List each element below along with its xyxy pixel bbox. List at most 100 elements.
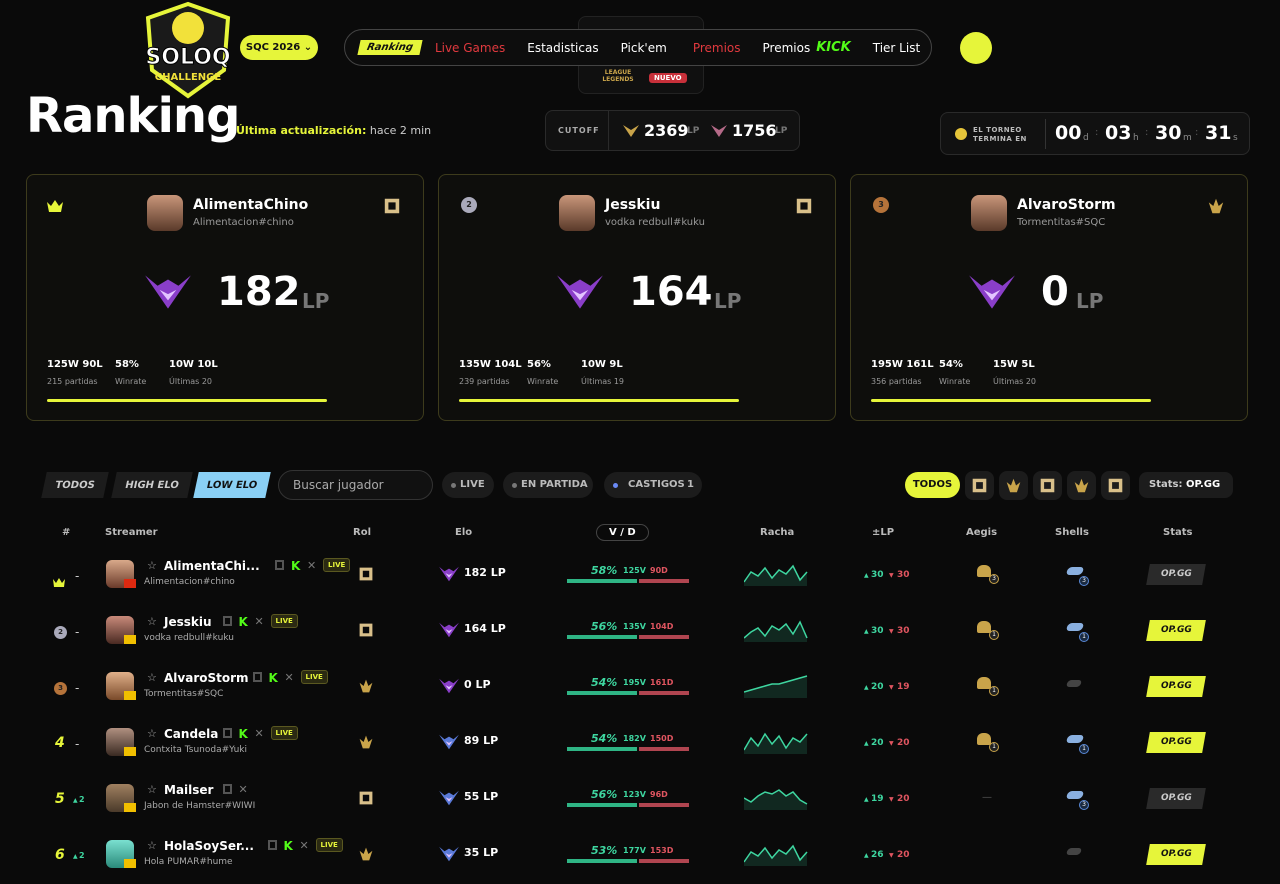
role-icon	[358, 678, 374, 694]
season-select[interactable]: SQC 2026 ⌄	[240, 35, 318, 60]
streak-sparkline	[743, 842, 808, 866]
role-filter[interactable]	[1067, 471, 1096, 500]
nav-item[interactable]: Estadisticas	[527, 40, 599, 55]
up-arrow: ▲	[864, 852, 869, 859]
down-arrow: ▼	[889, 684, 894, 691]
filter-tab[interactable]: LOW ELO	[193, 472, 271, 498]
favorite-star[interactable]: ☆	[147, 671, 157, 684]
win-bar	[567, 859, 637, 863]
favorite-star[interactable]: ☆	[147, 727, 157, 740]
twitch-icon	[252, 672, 262, 682]
opgg-button[interactable]: OP.GG	[1146, 564, 1206, 585]
filter-tab[interactable]: TODOS	[41, 472, 109, 498]
role-all[interactable]: TODOS	[905, 472, 960, 498]
lp-loss: 20	[897, 850, 910, 860]
filter-chip[interactable]: CASTIGOS 1	[604, 472, 702, 498]
role-icon	[358, 566, 374, 582]
player-name: AlvaroStorm	[1017, 197, 1116, 213]
favorite-star[interactable]: ☆	[147, 783, 157, 796]
stat-value: 15W 5L	[993, 359, 1035, 370]
table-row: 2- ☆ Jesskiu vodka redbull#kuku K ✕ LIVE 164 LP…	[0, 604, 1280, 660]
winrate: 54%	[591, 676, 618, 689]
elo: 0 LP	[464, 678, 491, 691]
down-arrow: ▼	[889, 796, 894, 803]
stat-value: 10W 9L	[581, 359, 623, 370]
nav-item[interactable]: Pick'em	[620, 40, 667, 55]
streamer-name: AlimentaChi...	[164, 559, 260, 573]
favorite-star[interactable]: ☆	[147, 615, 157, 628]
player-name: AlimentaChino	[193, 197, 309, 213]
flag	[124, 635, 136, 644]
favorite-star[interactable]: ☆	[147, 559, 157, 572]
opgg-button[interactable]: OP.GG	[1146, 788, 1206, 809]
nav-item[interactable]: Live Games	[434, 40, 506, 55]
nav-item[interactable]: Tier List	[872, 40, 921, 55]
update-label: Última actualización:	[236, 124, 367, 137]
up-arrow: ▲	[864, 796, 869, 803]
stat-value: 58%	[115, 359, 139, 370]
stat-value: 125W 90L	[47, 359, 103, 370]
streamer-name: Mailser	[164, 783, 214, 797]
table-row: 6 ▲ 2 ☆ HolaSoySer... Hola PUMAR#hume K ✕ LIVE 35…	[0, 828, 1280, 884]
lp-gain: 26	[871, 850, 884, 860]
lp-loss: 30	[897, 570, 910, 580]
lp-value: 0	[1041, 269, 1069, 315]
player-name: Jesskiu	[605, 197, 661, 213]
x-icon: ✕	[254, 727, 264, 740]
shells-count: 3	[1079, 576, 1089, 586]
nav-item[interactable]: Premios	[692, 40, 741, 55]
player-card: 2 Jesskiu vodka redbull#kuku 164 LP 135W 104L…	[438, 174, 836, 421]
up-arrow: ▲	[864, 628, 869, 635]
filter-chip[interactable]: LIVE	[442, 472, 494, 498]
player-tag: vodka redbull#kuku	[605, 217, 705, 228]
down-arrow: ▼	[889, 628, 894, 635]
stats-select[interactable]: Stats: OP.GG	[1139, 472, 1233, 498]
lp-gain: 30	[871, 570, 884, 580]
lp-value: 182	[217, 269, 301, 315]
medal: 2	[461, 197, 477, 213]
logo: SOLOQ CHALLENGE	[145, 1, 231, 99]
losses: 150D	[650, 734, 674, 743]
nav-item[interactable]: Ranking	[357, 40, 423, 55]
opgg-button[interactable]: OP.GG	[1146, 620, 1206, 641]
stat-label: 215 partidas	[47, 377, 98, 386]
aegis-icon	[977, 677, 991, 689]
rank-change: 2	[79, 795, 85, 804]
nav-item[interactable]: Premios	[762, 40, 811, 55]
role-filter[interactable]	[999, 471, 1028, 500]
role-filter[interactable]	[965, 471, 994, 500]
search-input[interactable]: Buscar jugador	[278, 470, 433, 500]
filter-chip[interactable]: EN PARTIDA	[503, 472, 593, 498]
wins: 177V	[623, 846, 646, 855]
stat-value: 10W 10L	[169, 359, 218, 370]
chip-dot	[512, 483, 517, 488]
page-title: Ranking	[26, 88, 240, 144]
medal: 3	[873, 197, 889, 213]
crown	[53, 572, 65, 587]
favorite-star[interactable]: ☆	[147, 839, 157, 852]
role-filter[interactable]	[1033, 471, 1062, 500]
lp-gain: 20	[871, 682, 884, 692]
opgg-button[interactable]: OP.GG	[1146, 732, 1206, 753]
logo-bottom: CHALLENGE	[155, 72, 222, 83]
role-icon	[1207, 197, 1225, 215]
rank: 6	[55, 847, 65, 863]
win-bar	[567, 579, 637, 583]
loss-bar	[639, 747, 689, 751]
shells-count: 1	[1079, 632, 1089, 642]
dropdown-label: LEAGUE LEGENDS	[602, 69, 634, 83]
opgg-button[interactable]: OP.GG	[1146, 676, 1206, 697]
streak-sparkline	[743, 730, 808, 754]
aegis-icon	[977, 565, 991, 577]
avatar	[559, 195, 595, 231]
timer: EL TORNEO TERMINA EN 00 d:03 h:30 m:31 s	[940, 112, 1250, 155]
nav: Ranking Live Games Estadisticas Pick'em Prem…	[344, 29, 932, 66]
losses: 153D	[650, 846, 674, 855]
streamer-name: Candela	[164, 727, 219, 741]
tier-emblem	[438, 845, 460, 863]
role-filter[interactable]	[1101, 471, 1130, 500]
user-button[interactable]	[960, 32, 992, 64]
filter-tab[interactable]: HIGH ELO	[111, 472, 193, 498]
table-header: #	[62, 527, 71, 538]
flag	[124, 691, 136, 700]
